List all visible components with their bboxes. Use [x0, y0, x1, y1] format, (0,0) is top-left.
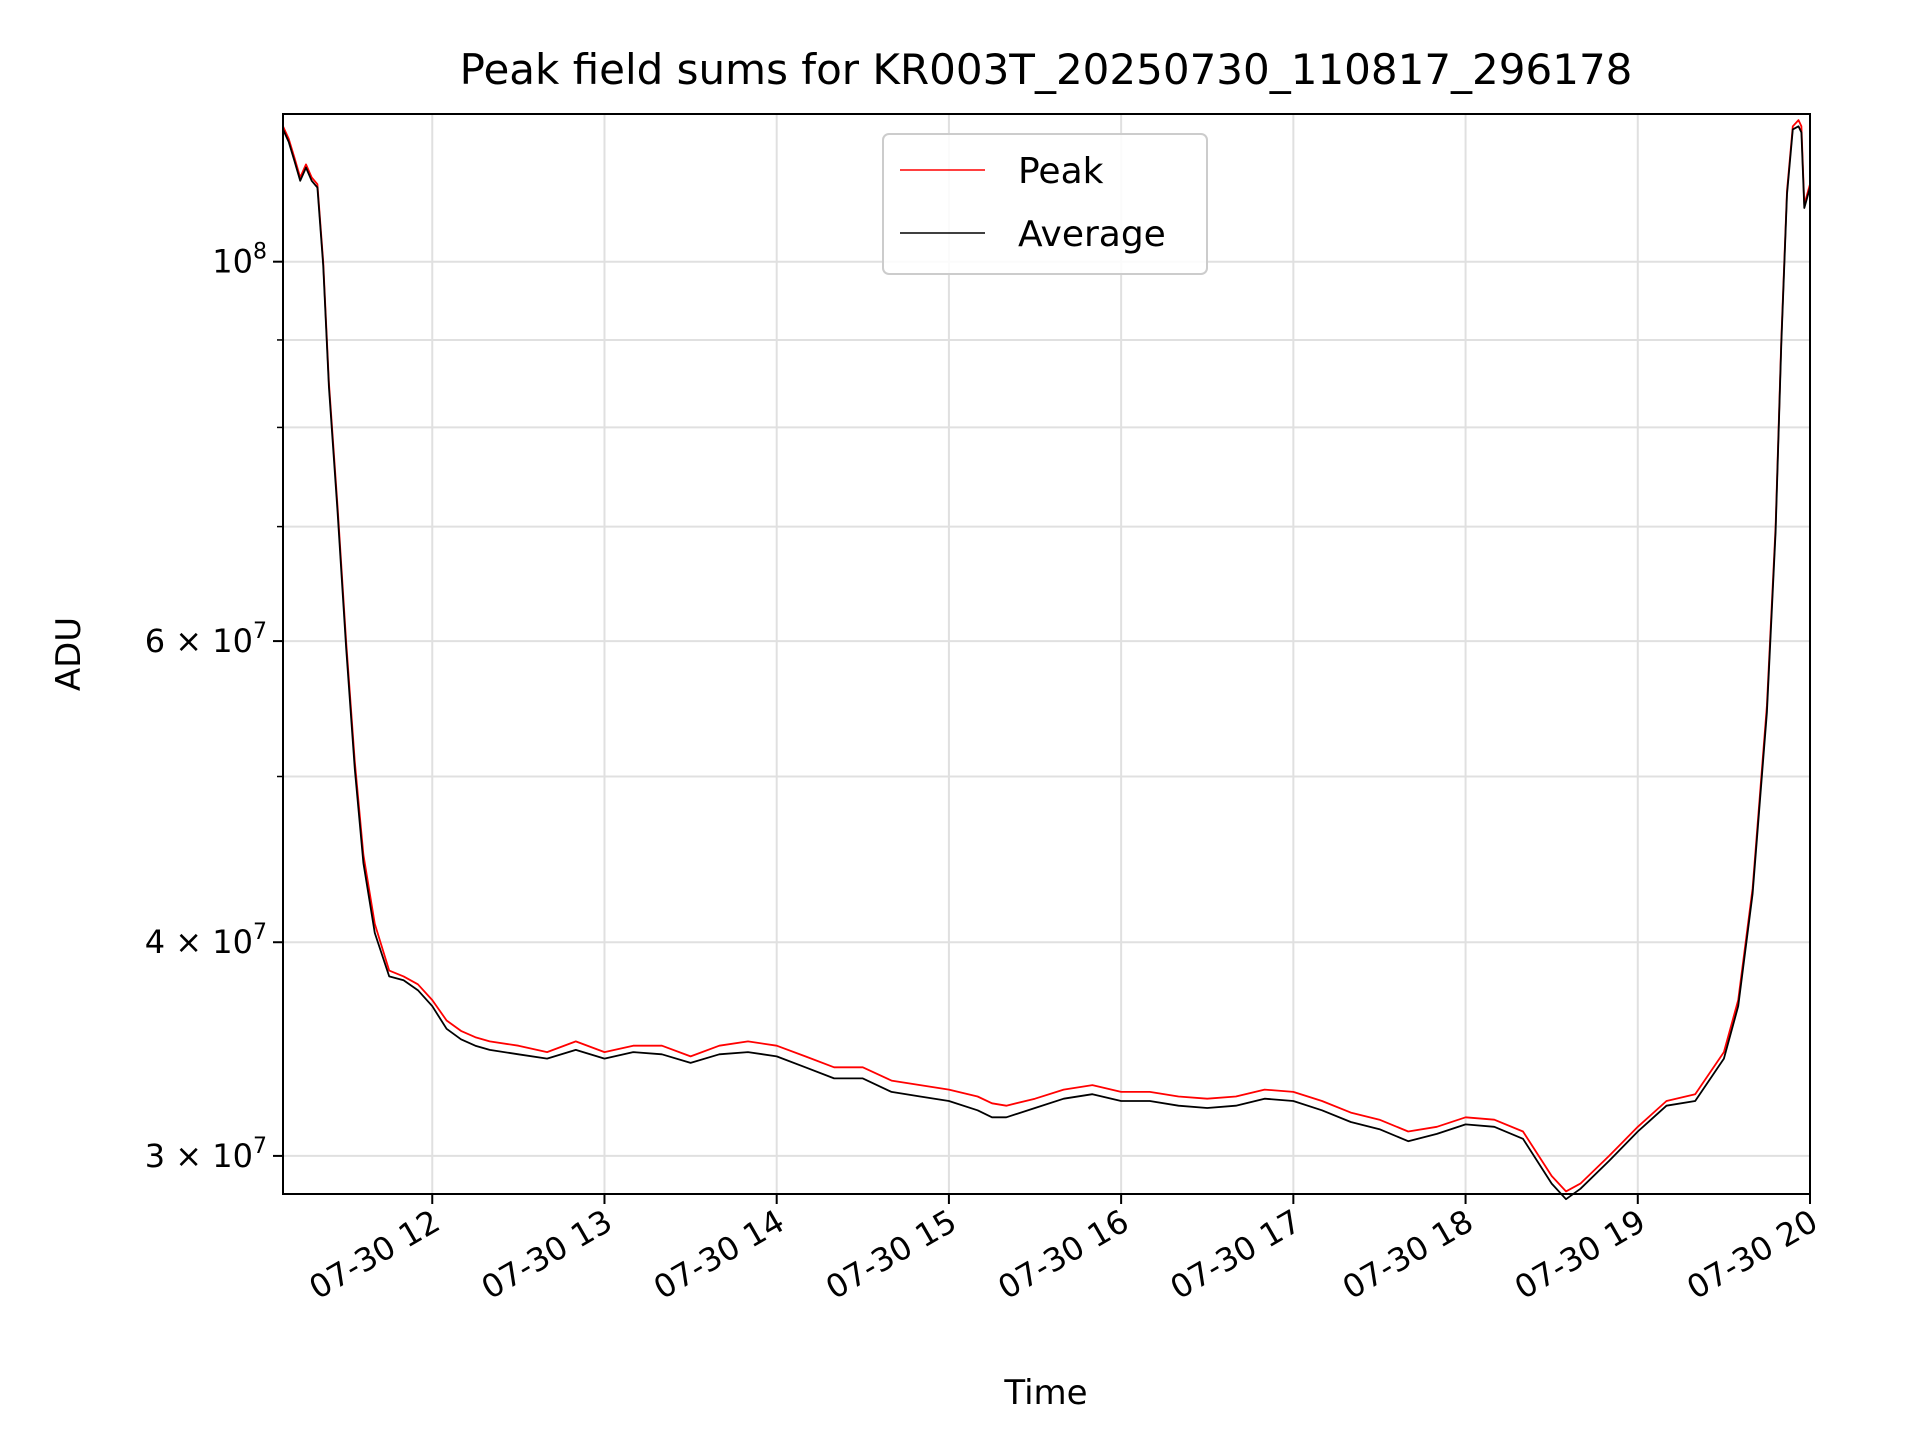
- y-tick-label: 4 × 107: [145, 920, 267, 961]
- series-line-average: [282, 125, 1811, 1201]
- y-axis: 3 × 107 4 × 107 6 × 107 108: [145, 240, 283, 1175]
- y-tick-label: 3 × 107: [145, 1134, 267, 1175]
- y-tick-label: 6 × 107: [145, 619, 267, 660]
- chart-title: Peak field sums for KR003T_20250730_1108…: [460, 45, 1633, 94]
- legend-label-peak: Peak: [1018, 151, 1104, 192]
- legend-box: [882, 133, 1208, 275]
- x-axis-label: Time: [1003, 1373, 1087, 1413]
- legend: Peak Average: [882, 133, 1208, 275]
- plot-frame: [282, 113, 1811, 1195]
- series-line-peak: [282, 119, 1811, 1193]
- y-axis-label: ADU: [49, 617, 89, 691]
- series-layer: [282, 119, 1811, 1201]
- legend-label-average: Average: [1018, 214, 1166, 255]
- y-tick-label: 108: [212, 240, 267, 281]
